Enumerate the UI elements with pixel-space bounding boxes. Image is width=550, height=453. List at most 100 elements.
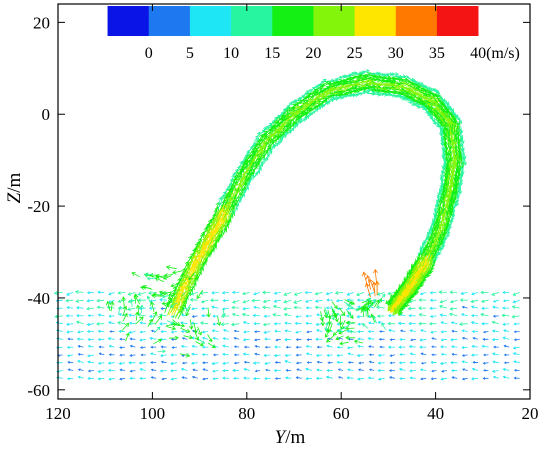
velocity-vector — [121, 322, 130, 332]
velocity-vector — [351, 307, 360, 312]
velocity-vector — [211, 305, 219, 309]
velocity-vector — [201, 336, 209, 340]
velocity-vector — [230, 322, 240, 327]
velocity-vector — [222, 299, 229, 303]
velocity-vector — [98, 352, 105, 356]
velocity-vector — [398, 367, 406, 371]
velocity-vector — [315, 353, 323, 357]
x-tick-label: 80 — [238, 404, 255, 423]
velocity-vector — [251, 142, 258, 153]
velocity-vector — [471, 329, 479, 333]
velocity-vector — [87, 369, 94, 373]
velocity-vector — [326, 369, 333, 372]
velocity-vector — [129, 321, 136, 325]
velocity-vector — [346, 298, 354, 302]
velocity-vector — [481, 306, 489, 310]
velocity-vector — [283, 299, 292, 304]
velocity-vector — [107, 337, 115, 341]
velocity-vector — [77, 330, 84, 334]
velocity-vector — [305, 306, 312, 310]
velocity-vector — [409, 376, 416, 380]
velocity-vector — [160, 360, 167, 364]
velocity-vector — [108, 344, 115, 348]
velocity-vector — [387, 345, 396, 349]
velocity-vector — [108, 377, 115, 381]
velocity-vector — [222, 352, 229, 356]
velocity-vector — [345, 320, 356, 326]
velocity-vector — [314, 291, 323, 296]
velocity-vector — [367, 329, 375, 334]
velocity-vector — [378, 337, 385, 341]
velocity-vector — [211, 329, 219, 333]
velocity-vector — [226, 196, 233, 208]
velocity-vector — [190, 321, 198, 325]
velocity-vector — [440, 352, 447, 356]
x-tick-label: 100 — [140, 404, 166, 423]
velocity-vector — [493, 345, 499, 349]
velocity-vector — [450, 321, 458, 325]
velocity-vector — [66, 292, 74, 296]
velocity-vector — [108, 292, 115, 296]
velocity-vector — [441, 369, 447, 373]
velocity-vector — [512, 346, 520, 350]
velocity-vector — [347, 311, 354, 320]
velocity-vector — [66, 345, 74, 349]
velocity-vector — [295, 345, 302, 349]
velocity-vector — [274, 360, 281, 364]
velocity-vector — [482, 376, 489, 380]
velocity-vector — [253, 292, 261, 296]
velocity-vector — [389, 376, 396, 379]
velocity-vector — [398, 361, 406, 365]
velocity-vector — [430, 106, 439, 115]
velocity-vector — [97, 290, 105, 294]
velocity-vector — [180, 329, 188, 333]
velocity-vector — [470, 305, 479, 309]
velocity-vector — [363, 297, 372, 302]
velocity-vector — [491, 320, 499, 325]
velocity-vector — [337, 368, 344, 371]
velocity-vector — [170, 369, 177, 373]
velocity-vector — [381, 322, 386, 330]
x-tick-label: 20 — [522, 404, 539, 423]
velocity-vector — [294, 321, 302, 326]
velocity-vector — [150, 361, 157, 364]
velocity-vector — [161, 301, 172, 306]
velocity-vector — [440, 321, 448, 325]
velocity-vector — [433, 89, 441, 95]
velocity-vector — [202, 368, 209, 371]
velocity-vector — [87, 354, 94, 358]
velocity-vector — [220, 314, 229, 319]
velocity-vector — [340, 320, 346, 330]
velocity-vector — [408, 344, 416, 349]
velocity-vector — [129, 369, 136, 373]
velocity-vector — [199, 321, 209, 325]
velocity-vector — [319, 311, 324, 322]
velocity-vector — [481, 299, 489, 303]
velocity-vector — [222, 361, 229, 365]
velocity-vector — [168, 292, 178, 296]
velocity-vector — [434, 215, 440, 225]
velocity-vector — [323, 309, 328, 319]
velocity-vector — [106, 300, 111, 312]
velocity-vector — [338, 307, 346, 317]
velocity-vector — [222, 369, 229, 373]
velocity-vector — [512, 299, 520, 304]
velocity-vector — [97, 369, 105, 373]
velocity-vector — [222, 376, 229, 380]
velocity-vector — [160, 330, 167, 334]
velocity-vector — [503, 344, 510, 348]
vector-field — [53, 69, 520, 381]
y-tick-label: -20 — [27, 197, 50, 216]
velocity-vector — [212, 377, 219, 381]
velocity-vector — [355, 292, 365, 297]
colorbar-swatch — [354, 6, 397, 36]
velocity-vector — [420, 329, 427, 332]
velocity-vector — [419, 292, 427, 296]
velocity-vector — [337, 376, 344, 379]
velocity-vector — [451, 329, 458, 333]
velocity-vector — [207, 342, 216, 349]
velocity-vector — [66, 354, 74, 358]
velocity-vector — [196, 289, 204, 300]
velocity-vector — [264, 377, 271, 381]
velocity-vector — [131, 272, 141, 278]
